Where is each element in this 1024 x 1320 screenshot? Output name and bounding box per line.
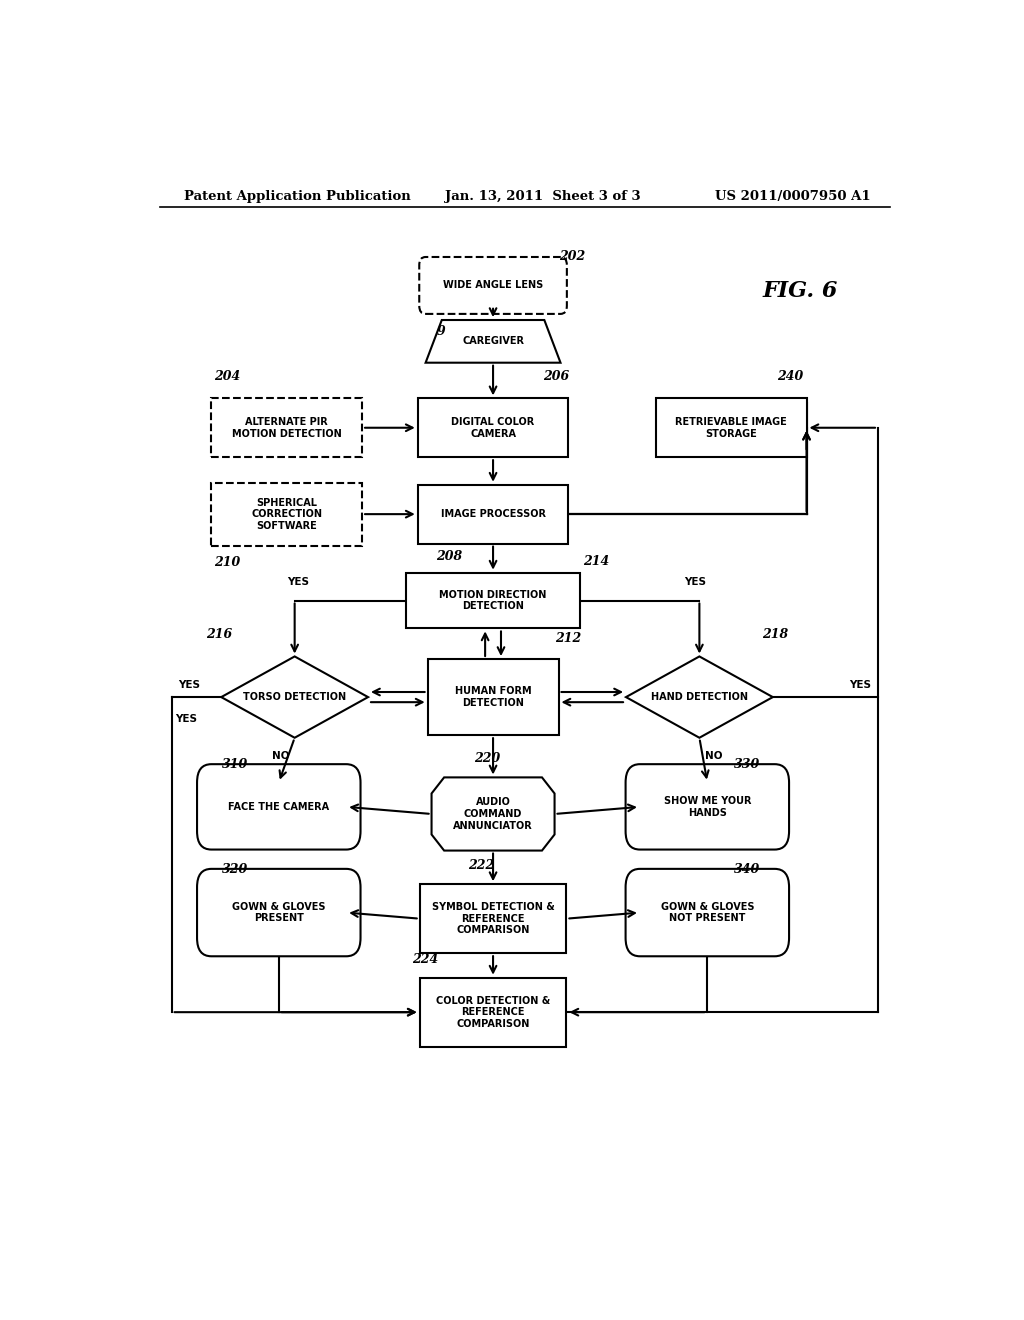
Text: NO: NO: [705, 751, 722, 762]
Text: SHOW ME YOUR
HANDS: SHOW ME YOUR HANDS: [664, 796, 751, 817]
Text: 224: 224: [413, 953, 438, 966]
FancyBboxPatch shape: [626, 869, 790, 956]
Text: 340: 340: [734, 863, 760, 876]
Text: 214: 214: [583, 556, 609, 569]
Text: Jan. 13, 2011  Sheet 3 of 3: Jan. 13, 2011 Sheet 3 of 3: [445, 190, 641, 202]
Text: MOTION DIRECTION
DETECTION: MOTION DIRECTION DETECTION: [439, 590, 547, 611]
FancyBboxPatch shape: [197, 764, 360, 850]
Text: 216: 216: [206, 627, 232, 640]
FancyBboxPatch shape: [211, 399, 362, 457]
Text: 9: 9: [437, 325, 445, 338]
FancyBboxPatch shape: [428, 659, 558, 735]
Polygon shape: [221, 656, 368, 738]
Text: 330: 330: [734, 758, 760, 771]
Polygon shape: [626, 656, 773, 738]
Text: 218: 218: [762, 627, 787, 640]
Text: YES: YES: [175, 714, 197, 725]
Text: WIDE ANGLE LENS: WIDE ANGLE LENS: [443, 280, 543, 290]
Text: YES: YES: [850, 680, 871, 690]
Text: TORSO DETECTION: TORSO DETECTION: [243, 692, 346, 702]
Text: SPHERICAL
CORRECTION
SOFTWARE: SPHERICAL CORRECTION SOFTWARE: [251, 498, 323, 531]
Text: NO: NO: [271, 751, 289, 762]
FancyBboxPatch shape: [655, 399, 807, 457]
Text: 222: 222: [468, 859, 495, 873]
Text: 206: 206: [544, 371, 569, 383]
Text: ALTERNATE PIR
MOTION DETECTION: ALTERNATE PIR MOTION DETECTION: [231, 417, 342, 438]
Text: 202: 202: [559, 251, 586, 264]
FancyBboxPatch shape: [420, 884, 566, 953]
Text: COLOR DETECTION &
REFERENCE
COMPARISON: COLOR DETECTION & REFERENCE COMPARISON: [436, 995, 550, 1028]
Text: Patent Application Publication: Patent Application Publication: [183, 190, 411, 202]
Text: DIGITAL COLOR
CAMERA: DIGITAL COLOR CAMERA: [452, 417, 535, 438]
Text: IMAGE PROCESSOR: IMAGE PROCESSOR: [440, 510, 546, 519]
Text: 220: 220: [473, 751, 500, 764]
Text: 208: 208: [436, 550, 463, 564]
Text: YES: YES: [684, 577, 707, 587]
Text: GOWN & GLOVES
PRESENT: GOWN & GLOVES PRESENT: [232, 902, 326, 924]
Text: FACE THE CAMERA: FACE THE CAMERA: [228, 801, 330, 812]
Text: FIG. 6: FIG. 6: [763, 280, 839, 301]
FancyBboxPatch shape: [197, 869, 360, 956]
Polygon shape: [426, 319, 560, 363]
Text: 310: 310: [222, 758, 248, 771]
Text: CAREGIVER: CAREGIVER: [462, 337, 524, 346]
FancyBboxPatch shape: [420, 978, 566, 1047]
Text: YES: YES: [288, 577, 309, 587]
FancyBboxPatch shape: [211, 483, 362, 545]
Polygon shape: [431, 777, 555, 850]
FancyBboxPatch shape: [419, 257, 567, 314]
Text: 212: 212: [555, 632, 582, 644]
Text: 240: 240: [777, 371, 804, 383]
FancyBboxPatch shape: [418, 484, 568, 544]
Text: 320: 320: [222, 863, 248, 876]
Text: US 2011/0007950 A1: US 2011/0007950 A1: [715, 190, 870, 202]
FancyBboxPatch shape: [418, 399, 568, 457]
Text: GOWN & GLOVES
NOT PRESENT: GOWN & GLOVES NOT PRESENT: [660, 902, 754, 924]
Text: AUDIO
COMMAND
ANNUNCIATOR: AUDIO COMMAND ANNUNCIATOR: [454, 797, 532, 830]
Text: RETRIEVABLE IMAGE
STORAGE: RETRIEVABLE IMAGE STORAGE: [675, 417, 787, 438]
Text: HAND DETECTION: HAND DETECTION: [651, 692, 748, 702]
Text: 210: 210: [214, 557, 241, 569]
Text: SYMBOL DETECTION &
REFERENCE
COMPARISON: SYMBOL DETECTION & REFERENCE COMPARISON: [432, 902, 554, 936]
Text: YES: YES: [178, 680, 200, 690]
Text: HUMAN FORM
DETECTION: HUMAN FORM DETECTION: [455, 686, 531, 708]
Text: 204: 204: [214, 371, 241, 383]
FancyBboxPatch shape: [406, 573, 581, 628]
FancyBboxPatch shape: [626, 764, 790, 850]
